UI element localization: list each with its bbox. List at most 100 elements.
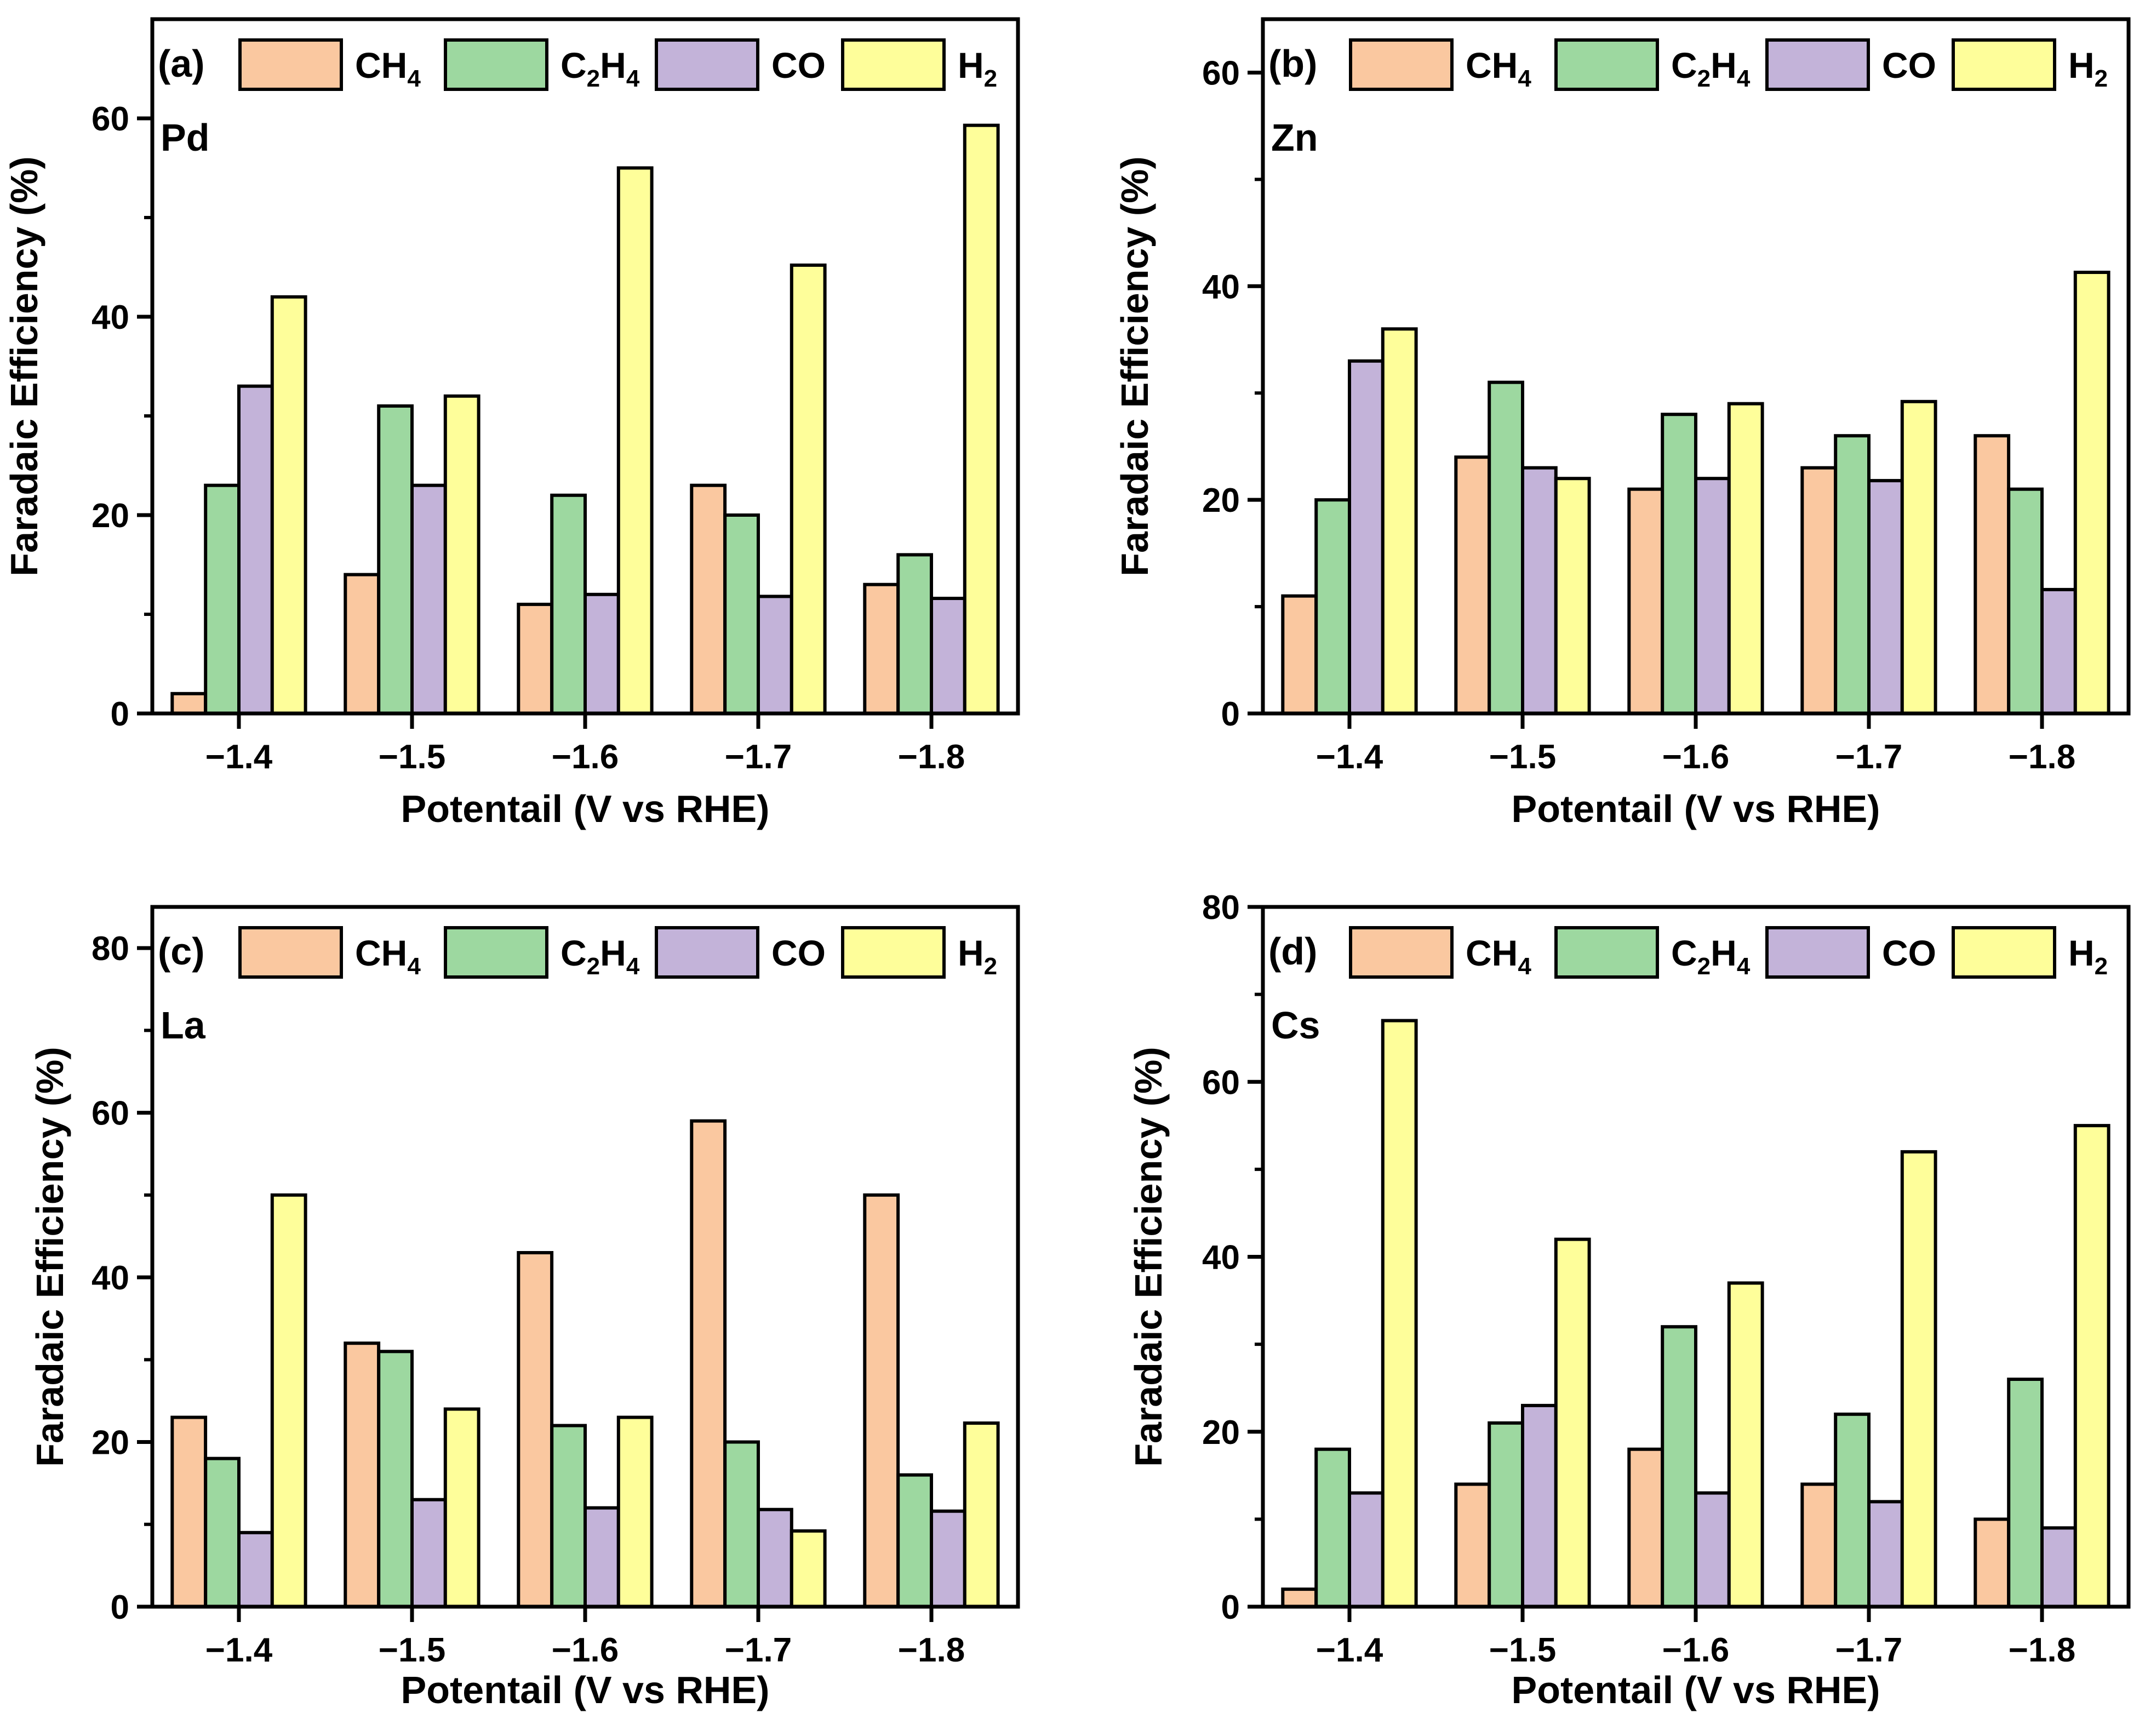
y-tick-label: 20 — [91, 1424, 129, 1462]
y-tick-label: 40 — [1202, 1239, 1240, 1277]
legend-label-co: CO — [1882, 45, 1936, 85]
legend-swatch-h2 — [1952, 38, 2056, 91]
x-tick-label: −1.7 — [1835, 1631, 1902, 1669]
y-tick-label: 40 — [91, 1259, 129, 1297]
x-tick-label: −1.8 — [898, 738, 965, 776]
bar-co-0 — [237, 384, 274, 715]
y-tick-label: 80 — [91, 930, 129, 968]
bar-c2h4-2 — [1661, 1325, 1697, 1608]
legend-swatch-ch4 — [238, 926, 343, 979]
bar-c2h4-1 — [1488, 380, 1524, 715]
bar-c2h4-2 — [550, 493, 587, 715]
bar-co-4 — [2040, 1526, 2077, 1609]
bar-h2-0 — [1381, 327, 1418, 715]
x-axis-title: Potentail (V vs RHE) — [401, 787, 770, 830]
legend-swatch-h2 — [841, 926, 946, 979]
bar-ch4-4 — [1974, 1517, 2011, 1608]
bar-ch4-4 — [863, 1193, 900, 1609]
y-axis-title: Faradaic Efficiency (%) — [3, 156, 45, 576]
legend-label-c2h4: C2H4 — [560, 933, 640, 980]
legend: CH4 C2H4 CO H2 — [238, 926, 997, 980]
bar-co-3 — [757, 1507, 793, 1608]
panel-c: 0 20 40 60 80 −1.4 −1.5 −1.6 −1.7 −1.8 Potentail (… — [28, 905, 1020, 1711]
legend: CH4 C2H4 CO H2 — [238, 38, 997, 92]
bar-co-4 — [930, 1509, 966, 1608]
legend-swatch-c2h4 — [1554, 926, 1659, 979]
bar-h2-1 — [443, 1407, 481, 1608]
y-tick-label: 0 — [1221, 1589, 1240, 1626]
legend-swatch-co — [1765, 38, 1870, 91]
bar-c2h4-3 — [1834, 1412, 1871, 1609]
bar-c2h4-2 — [550, 1424, 587, 1608]
bar-c2h4-4 — [896, 553, 933, 716]
x-tick-label: −1.4 — [1316, 738, 1383, 776]
bar-ch4-3 — [1800, 1482, 1838, 1608]
bar-co-0 — [1348, 359, 1385, 715]
bar-c2h4-2 — [1661, 413, 1697, 715]
bar-co-3 — [1867, 1500, 1904, 1608]
legend-swatch-ch4 — [1349, 926, 1454, 979]
legend-label-c2h4: C2H4 — [560, 45, 640, 92]
bar-co-1 — [1521, 1403, 1558, 1608]
x-tick-label: −1.8 — [2009, 1631, 2075, 1669]
y-tick-label: 60 — [1202, 1064, 1240, 1101]
bar-ch4-4 — [1974, 434, 2011, 715]
y-tick-label: 40 — [1202, 268, 1240, 306]
bar-h2-3 — [1900, 1150, 1937, 1608]
y-tick-label: 40 — [91, 299, 129, 336]
bar-ch4-1 — [344, 1341, 381, 1608]
bar-c2h4-1 — [377, 404, 414, 715]
x-tick-label: −1.6 — [1662, 738, 1729, 776]
bars — [170, 1119, 1000, 1609]
bar-h2-4 — [963, 1421, 1000, 1608]
bars — [1281, 271, 2110, 716]
x-tick-label: −1.8 — [2009, 738, 2075, 776]
y-axis-title: Faradaic Efficiency (%) — [1127, 1047, 1170, 1466]
legend-swatch-co — [655, 38, 759, 91]
legend: CH4 C2H4 CO H2 — [1349, 926, 2108, 980]
bar-ch4-2 — [517, 1251, 554, 1608]
panel-d: 0 20 40 60 80 −1.4 −1.5 −1.6 −1.7 −1.8 Potentail (… — [1127, 889, 2131, 1711]
legend-label-c2h4: C2H4 — [1671, 933, 1751, 980]
bar-ch4-3 — [690, 483, 727, 715]
bar-h2-0 — [1381, 1019, 1418, 1608]
x-tick-label: −1.7 — [1835, 738, 1902, 776]
bar-ch4-1 — [1454, 1482, 1491, 1608]
legend-label-ch4: CH4 — [355, 45, 421, 92]
bar-ch4-1 — [1454, 455, 1491, 715]
bar-ch4-3 — [690, 1119, 727, 1608]
element-label: Pd — [161, 116, 209, 159]
x-tick-label: −1.5 — [379, 738, 445, 776]
bar-co-1 — [410, 483, 447, 715]
y-tick-label: 0 — [1221, 695, 1240, 733]
panel-a: 0 20 40 60 −1.4 −1.5 −1.6 −1.7 −1.8 Potentail (V … — [3, 17, 1020, 830]
bar-c2h4-0 — [204, 1457, 241, 1609]
bar-co-2 — [584, 1506, 620, 1608]
legend-swatch-co — [655, 926, 759, 979]
element-label: La — [161, 1004, 206, 1047]
legend-label-co: CO — [771, 45, 826, 85]
panel-label: (c) — [158, 930, 205, 973]
panel-label: (d) — [1268, 930, 1317, 973]
y-tick-label: 0 — [111, 1589, 129, 1626]
legend-label-h2: H2 — [958, 933, 997, 980]
bar-co-0 — [1348, 1491, 1385, 1608]
bar-h2-3 — [1900, 399, 1937, 715]
bar-h2-2 — [1727, 1281, 1764, 1608]
legend-swatch-c2h4 — [444, 38, 548, 91]
bar-c2h4-4 — [896, 1473, 933, 1609]
bar-co-4 — [930, 597, 966, 715]
bar-ch4-2 — [517, 602, 554, 716]
bar-c2h4-1 — [1488, 1421, 1524, 1609]
x-tick-label: −1.6 — [552, 1631, 619, 1669]
legend: CH4 C2H4 CO H2 — [1349, 38, 2108, 92]
x-tick-label: −1.4 — [1316, 1631, 1383, 1669]
x-tick-label: −1.4 — [205, 738, 273, 776]
bar-c2h4-4 — [2007, 1378, 2044, 1608]
panel-label: (b) — [1268, 42, 1317, 85]
legend-label-h2: H2 — [958, 45, 997, 92]
bar-co-2 — [1694, 1491, 1731, 1608]
x-axis-title: Potentail (V vs RHE) — [1512, 787, 1880, 830]
legend-label-h2: H2 — [2068, 933, 2108, 980]
